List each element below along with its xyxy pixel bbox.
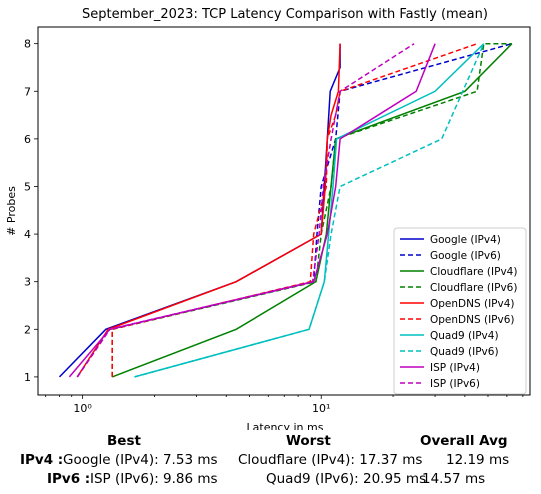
legend-label: Quad9 (IPv4) (430, 330, 499, 342)
legend-label: Cloudflare (IPv6) (430, 282, 517, 294)
summary-row-label: IPv6 : (47, 471, 91, 487)
legend-label: ISP (IPv6) (430, 378, 480, 390)
series-line-3 (111, 42, 512, 377)
latency-chart: September_2023: TCP Latency Comparison w… (5, 7, 531, 430)
series-line-7 (134, 43, 485, 378)
y-tick-label: 6 (24, 133, 31, 146)
y-tick-label: 5 (24, 180, 31, 193)
series-line-4 (76, 43, 341, 378)
series-line-0 (58, 43, 341, 378)
y-axis-ticks: 1 2 3 4 5 6 7 8 (24, 38, 38, 384)
summary-header-worst: Worst (286, 433, 331, 449)
summary-avg-value: 12.19 ms (446, 452, 510, 468)
legend-label: OpenDNS (IPv4) (430, 298, 515, 310)
y-tick-label: 1 (24, 371, 31, 384)
summary-worst-value: Quad9 (IPv6): 20.95 ms (266, 471, 427, 487)
chart-title: September_2023: TCP Latency Comparison w… (82, 7, 488, 22)
y-tick-label: 8 (24, 38, 31, 51)
x-axis-ticks: 10⁰ 10¹ (45, 395, 524, 415)
summary-best-value: ISP (IPv6): 9.86 ms (90, 471, 218, 487)
summary-header-avg: Overall Avg (420, 433, 508, 449)
y-tick-label: 3 (24, 276, 31, 289)
series-layer (58, 42, 513, 378)
legend-label: Google (IPv6) (430, 250, 501, 262)
y-axis-label: # Probes (5, 186, 18, 236)
series-line-2 (111, 43, 513, 378)
summary-header-best: Best (107, 433, 141, 449)
legend: Google (IPv4) Google (IPv6) Cloudflare (IP… (393, 227, 527, 395)
summary-worst-value: Cloudflare (IPv4): 17.37 ms (238, 452, 423, 468)
summary-table: Best Worst Overall Avg IPv4 : Google (IP… (0, 430, 541, 494)
legend-label: OpenDNS (IPv6) (430, 314, 515, 326)
legend-box (393, 227, 527, 395)
summary-row-label: IPv4 : (20, 452, 64, 468)
legend-label: Cloudflare (IPv4) (430, 266, 517, 278)
legend-label: ISP (IPv4) (430, 362, 480, 374)
legend-label: Quad9 (IPv6) (430, 346, 499, 358)
x-axis-label: Latency in ms (247, 421, 324, 430)
series-line-9 (76, 43, 415, 378)
x-tick-label: 10¹ (312, 402, 330, 415)
x-tick-label: 10⁰ (73, 402, 92, 415)
summary-best-value: Google (IPv4): 7.53 ms (63, 452, 218, 468)
y-tick-label: 2 (24, 323, 31, 336)
legend-label: Google (IPv4) (430, 234, 501, 246)
y-tick-label: 7 (24, 85, 31, 98)
summary-avg-value: 14.57 ms (422, 471, 486, 487)
y-tick-label: 4 (24, 228, 31, 241)
